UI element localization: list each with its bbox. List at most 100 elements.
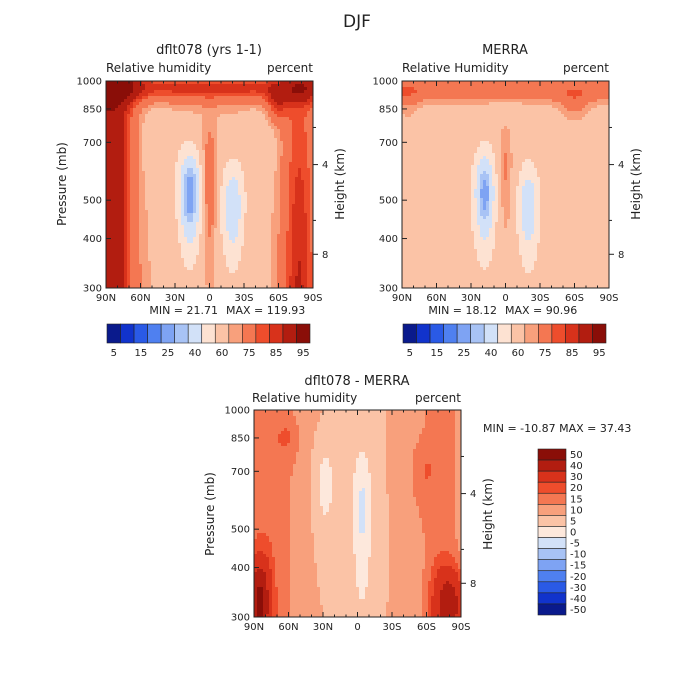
field-cell [136,255,140,259]
field-cell [184,258,188,262]
field-cell [163,225,167,229]
field-cell [298,273,302,277]
field-cell [223,111,227,115]
field-cell [130,270,134,274]
field-cell [181,96,185,100]
field-cell [220,132,224,136]
field-cell [546,84,550,88]
field-cell [157,240,161,244]
field-cell [262,249,266,253]
field-cell [193,150,197,154]
field-cell [235,264,239,268]
field-cell [283,219,287,223]
field-cell [193,96,197,100]
field-cell [232,231,236,235]
field-cell [124,216,128,220]
field-cell [304,240,308,244]
field-cell [214,105,218,109]
field-cell [142,270,146,274]
field-cell [286,258,290,262]
field-cell [310,252,314,256]
field-cell [277,198,281,202]
field-cell [295,138,299,142]
field-cell [196,255,200,259]
field-cell [187,204,191,208]
field-cell [292,120,296,124]
field-cell [130,150,134,154]
field-cell [106,117,110,121]
field-cell [238,144,242,148]
field-cell [127,168,131,172]
field-cell [211,114,215,118]
field-cell [157,150,161,154]
field-cell [262,165,266,169]
field-cell [196,99,200,103]
field-cell [223,195,227,199]
field-cell [175,267,179,271]
field-cell [226,96,230,100]
field-cell [181,183,185,187]
field-cell [154,210,158,214]
field-cell [112,159,116,163]
field-cell [205,93,209,97]
field-cell [241,186,245,190]
field-cell [202,177,206,181]
field-cell [154,216,158,220]
field-cell [286,120,290,124]
field-cell [145,153,149,157]
field-cell [196,282,200,286]
field-cell [226,225,230,229]
field-cell [208,279,212,283]
field-cell [112,246,116,250]
field-cell [301,171,305,175]
field-cell [115,174,119,178]
field-cell [184,114,188,118]
field-cell [238,183,242,187]
field-cell [121,135,125,139]
field-cell [160,207,164,211]
field-cell [187,162,191,166]
field-cell [298,129,302,133]
field-cell [307,105,311,109]
field-cell [130,228,134,232]
field-cell [196,210,200,214]
field-cell [154,234,158,238]
field-cell [187,99,191,103]
field-cell [157,249,161,253]
field-cell [528,81,532,85]
field-cell [118,192,122,196]
field-cell [265,234,269,238]
field-cell [226,93,230,97]
field-cell [232,195,236,199]
field-cell [157,228,161,232]
field-cell [142,108,146,112]
field-cell [271,240,275,244]
field-cell [166,141,170,145]
field-cell [205,207,209,211]
field-cell [223,120,227,124]
field-cell [259,285,263,289]
field-cell [256,222,260,226]
field-cell [226,99,230,103]
field-cell [280,192,284,196]
field-cell [175,270,179,274]
field-cell [301,138,305,142]
field-cell [109,93,113,97]
field-cell [229,201,233,205]
field-cell [112,102,116,106]
field-cell [127,117,131,121]
field-cell [109,84,113,88]
field-cell [109,216,113,220]
field-cell [265,192,269,196]
field-cell [208,180,212,184]
field-cell [208,132,212,136]
field-cell [280,216,284,220]
field-cell [205,276,209,280]
field-cell [133,255,137,259]
field-cell [244,225,248,229]
field-cell [175,141,179,145]
field-cell [301,90,305,94]
field-cell [148,138,152,142]
field-cell [139,249,143,253]
field-cell [199,210,203,214]
